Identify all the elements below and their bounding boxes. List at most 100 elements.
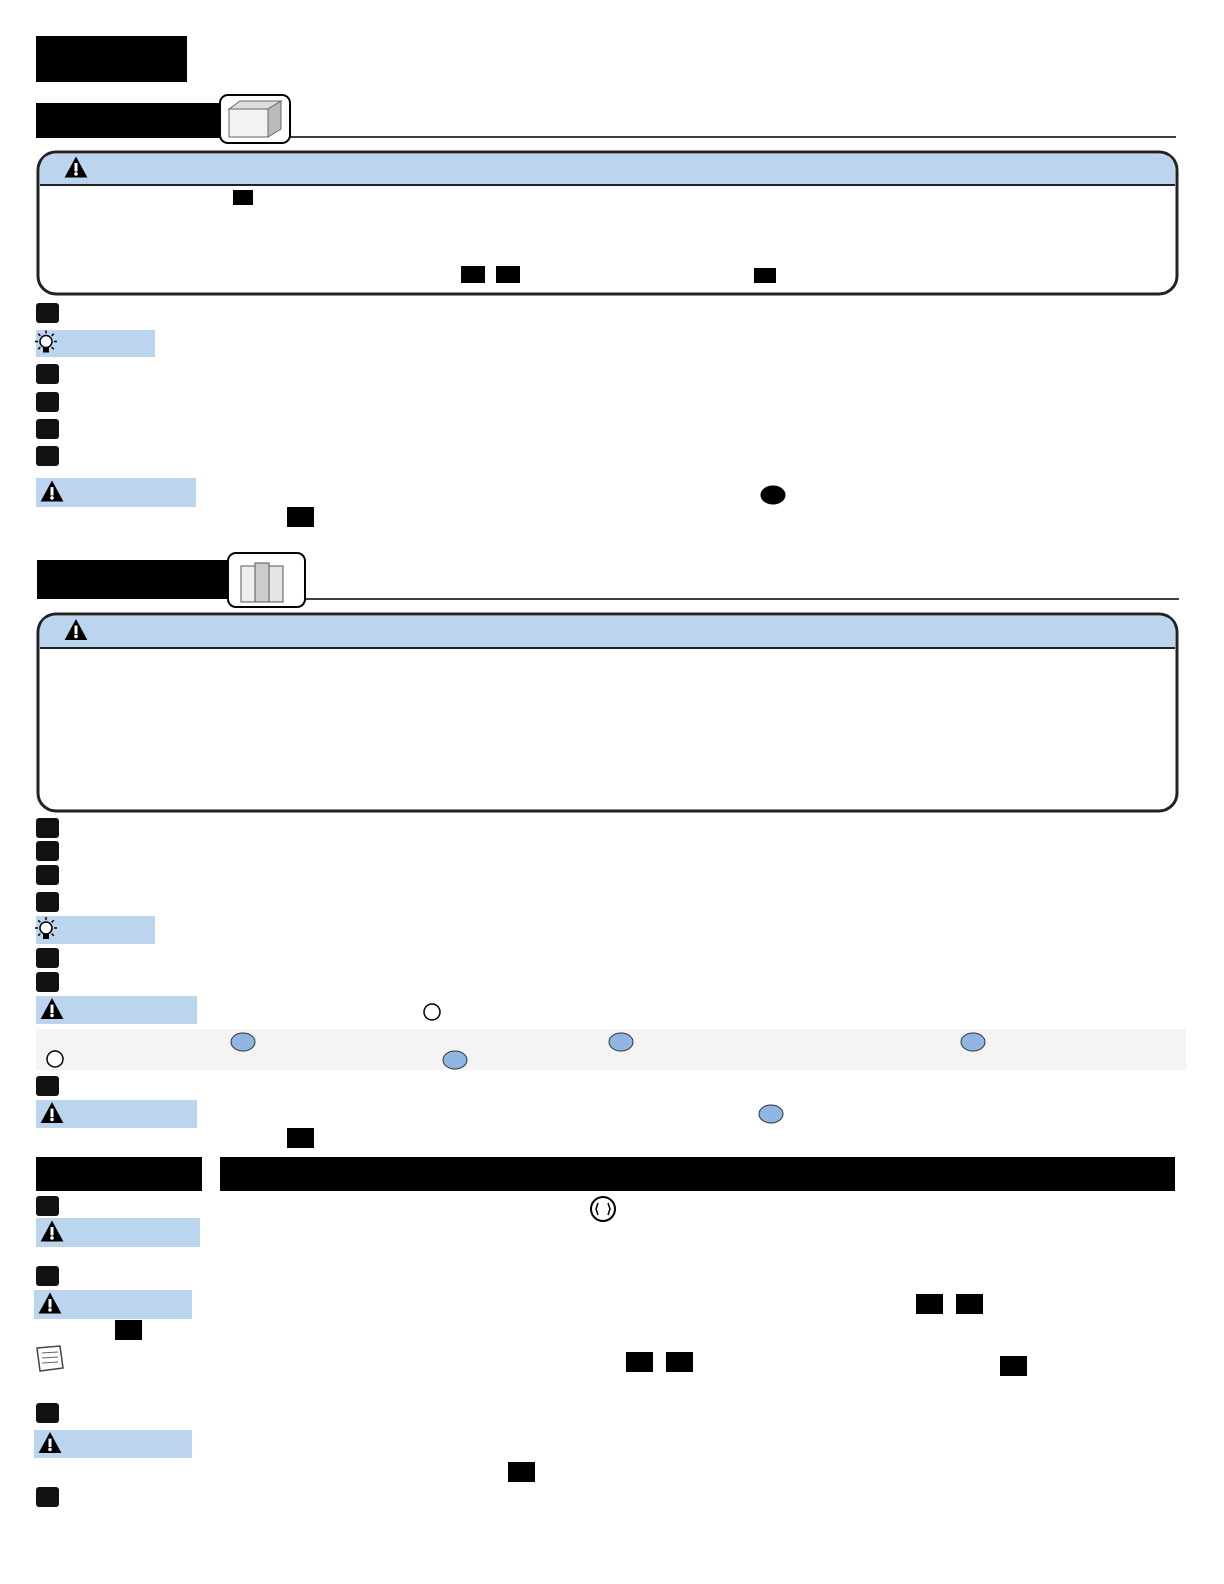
warning-dot	[50, 496, 54, 500]
warning-mark	[50, 1004, 54, 1013]
warning-mark	[50, 1108, 54, 1117]
warning-label	[36, 478, 196, 507]
reference-box	[754, 268, 776, 283]
reference-box	[496, 266, 520, 283]
bulb-ray	[37, 333, 41, 337]
warning-icon	[40, 1102, 64, 1123]
warning-label	[36, 996, 197, 1024]
step-number	[36, 841, 59, 861]
section-heading-bar	[220, 1157, 1175, 1191]
callout-marker	[423, 1003, 441, 1021]
step-number	[36, 818, 59, 838]
warning-label	[34, 1430, 192, 1458]
note-icon	[36, 1345, 64, 1372]
callout-marker	[758, 1104, 784, 1124]
callout-marker	[760, 485, 786, 505]
tool-icon-arrows	[595, 1202, 611, 1216]
step-number	[36, 972, 59, 992]
warning-mark	[48, 1299, 52, 1308]
panel-icon-b	[254, 562, 270, 603]
panel-icon-c	[268, 565, 284, 603]
warning-dot	[50, 1117, 54, 1122]
reference-box	[626, 1352, 653, 1372]
block-icon-side	[267, 100, 282, 138]
bulb-ray	[51, 933, 55, 937]
reference-box	[1000, 1356, 1027, 1376]
section-heading	[37, 560, 230, 599]
tip-label	[36, 916, 155, 944]
warning-mark	[50, 487, 54, 496]
step-number	[36, 1487, 59, 1507]
callout-marker	[230, 1032, 256, 1052]
bulb-ray	[37, 346, 41, 350]
callout-marker	[46, 1050, 64, 1068]
warning-mark	[50, 1227, 54, 1236]
bulb-ray	[37, 919, 41, 923]
bulb-ray	[51, 346, 55, 350]
bulb-ray	[37, 933, 41, 937]
reference-box	[287, 507, 314, 527]
warning-dot	[50, 1236, 54, 1240]
step-number	[36, 1266, 59, 1286]
reference-box	[666, 1352, 693, 1372]
warning-label	[36, 1100, 197, 1128]
warning-box	[36, 612, 1179, 813]
warning-icon	[40, 480, 64, 502]
warning-box-header	[40, 616, 1175, 648]
reference-box	[508, 1462, 535, 1482]
reference-box	[287, 1128, 314, 1148]
warning-label	[34, 1290, 192, 1319]
callout-marker	[608, 1032, 634, 1052]
bulb-ray	[51, 919, 55, 923]
warning-mark	[74, 163, 78, 172]
step-number	[36, 1403, 59, 1423]
bulb-icon	[39, 921, 53, 935]
step-number	[36, 303, 59, 323]
step-number	[36, 1196, 59, 1216]
warning-icon	[38, 1292, 62, 1314]
warning-dot	[74, 172, 78, 176]
step-number	[36, 446, 59, 466]
warning-box	[36, 150, 1179, 296]
step-number	[36, 865, 59, 885]
panel-icon-a	[240, 565, 256, 603]
reference-box	[233, 190, 253, 205]
section-heading	[36, 103, 220, 138]
tip-label	[36, 330, 155, 357]
warning-mark	[74, 625, 78, 634]
step-number	[36, 948, 59, 968]
reference-box	[916, 1294, 943, 1314]
block-icon-front	[228, 108, 269, 138]
warning-dot	[50, 1013, 54, 1018]
warning-icon	[40, 1220, 64, 1242]
warning-dot	[48, 1447, 52, 1452]
note-icon-line	[41, 1351, 59, 1354]
reference-box	[461, 266, 485, 283]
warning-mark	[48, 1438, 52, 1447]
callout-marker	[960, 1032, 986, 1052]
step-number	[36, 1076, 59, 1096]
note-icon-line	[41, 1361, 59, 1364]
step-number	[36, 419, 59, 439]
section-heading	[36, 1157, 202, 1191]
warning-label	[36, 1218, 200, 1247]
bulb-icon	[39, 334, 53, 349]
warning-icon	[40, 998, 64, 1019]
warning-icon	[64, 619, 88, 640]
bulb-ray	[51, 333, 55, 337]
reference-box	[115, 1320, 142, 1340]
step-number	[36, 392, 59, 412]
page-heading	[36, 36, 187, 82]
warning-dot	[74, 634, 78, 639]
tool-icon	[590, 1196, 616, 1222]
warning-dot	[48, 1308, 52, 1312]
note-icon-line	[41, 1356, 59, 1359]
step-number	[36, 892, 59, 912]
warning-box-header	[40, 154, 1175, 185]
warning-icon	[38, 1432, 62, 1453]
warning-icon	[64, 156, 88, 178]
step-number	[36, 364, 59, 384]
note-band	[36, 1029, 1186, 1070]
